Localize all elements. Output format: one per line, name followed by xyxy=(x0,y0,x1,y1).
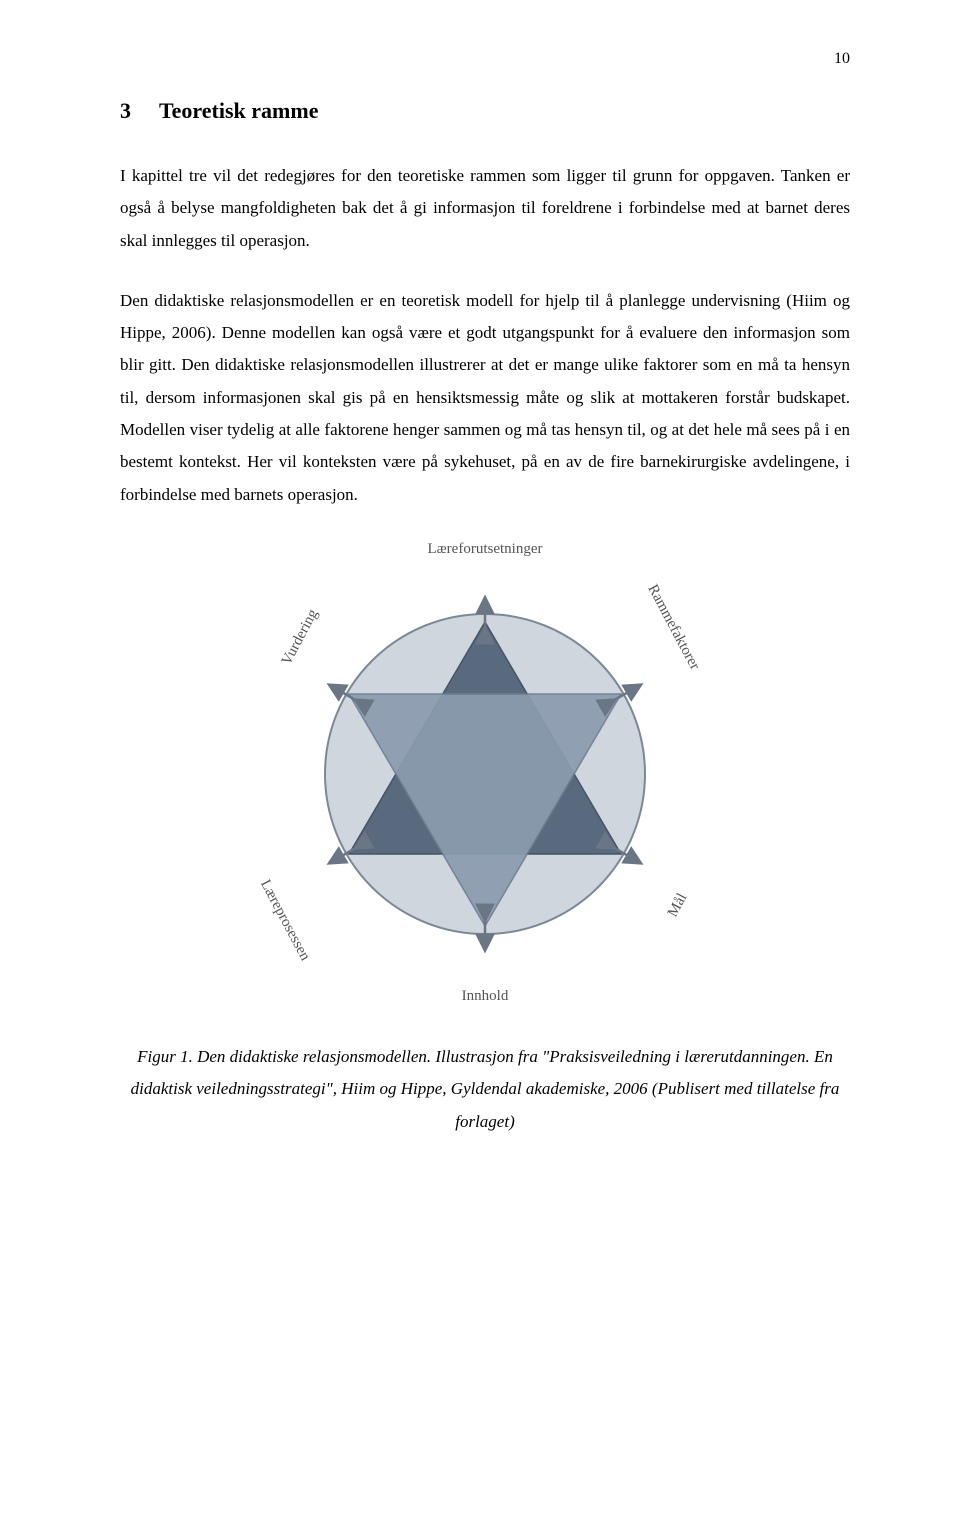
section-heading: 3 Teoretisk ramme xyxy=(120,98,850,124)
chapter-title: Teoretisk ramme xyxy=(159,98,318,123)
figure-label-bottom-right: Mål xyxy=(665,891,691,920)
figure-didactic-model: Læreforutsetninger Rammefaktorer Mål Inn… xyxy=(270,539,700,1009)
hexagram-icon xyxy=(305,564,665,984)
figure-label-bottom: Innhold xyxy=(462,988,509,1005)
paragraph-2: Den didaktiske relasjonsmodellen er en t… xyxy=(120,285,850,511)
paragraph-1: I kapittel tre vil det redegjøres for de… xyxy=(120,160,850,257)
page-number: 10 xyxy=(120,50,850,68)
figure-caption: Figur 1. Den didaktiske relasjonsmodelle… xyxy=(120,1041,850,1138)
figure-label-top: Læreforutsetninger xyxy=(428,541,543,558)
chapter-number: 3 xyxy=(120,98,131,124)
